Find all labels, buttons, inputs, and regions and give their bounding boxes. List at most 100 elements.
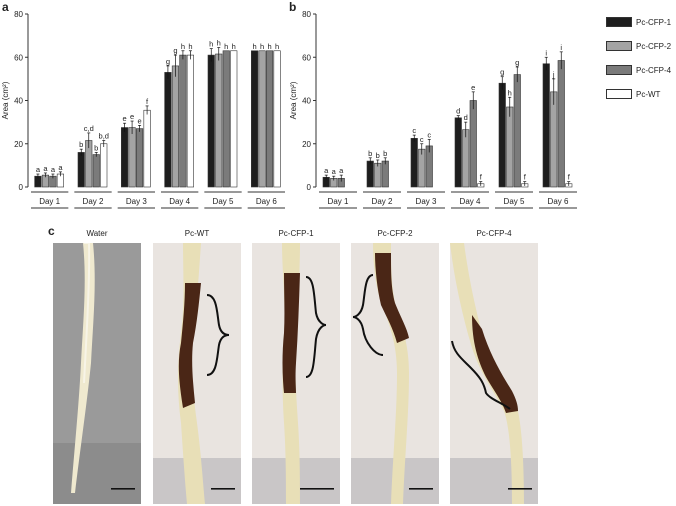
bar <box>557 60 565 188</box>
bar <box>92 154 100 188</box>
photo-water-root <box>53 243 141 504</box>
significance-letter: h <box>209 40 213 49</box>
significance-letter: a <box>324 166 329 175</box>
significance-letter: h <box>224 42 228 51</box>
x-category-label: Day 6 <box>548 197 569 206</box>
significance-letter: c,d <box>84 124 94 133</box>
significance-letter: f <box>480 173 483 182</box>
panel-letter-c: c <box>48 224 55 238</box>
bar <box>513 74 521 188</box>
legend-item: Pc-CFP-1 <box>606 15 671 29</box>
legend-label: Pc-CFP-2 <box>636 41 672 51</box>
significance-letter: c <box>420 135 424 144</box>
significance-letter: d <box>456 107 460 116</box>
bar <box>171 65 179 188</box>
legend-swatch-cfp4 <box>606 65 632 75</box>
bar <box>381 160 389 188</box>
significance-letter: h <box>275 42 279 51</box>
photo-label-pc-wt: Pc-WT <box>184 229 210 238</box>
significance-letter: a <box>339 166 344 175</box>
photo-label-water: Water <box>86 229 108 238</box>
bar <box>136 128 144 188</box>
x-category-label: Day 2 <box>372 197 393 206</box>
legend-label: Pc-WT <box>636 89 661 99</box>
bar <box>230 50 238 188</box>
significance-letter: g <box>166 57 170 66</box>
significance-letter: a <box>43 164 48 173</box>
significance-letter: g <box>515 58 519 67</box>
y-tick-label: 60 <box>302 53 311 62</box>
y-tick-label: 80 <box>14 10 23 19</box>
bar <box>258 50 266 188</box>
bar <box>121 127 129 188</box>
y-tick-label: 40 <box>302 97 311 106</box>
legend-label: Pc-CFP-4 <box>636 65 672 75</box>
photo-pc-cfp-2-root <box>351 243 439 504</box>
legend-swatch-cfp1 <box>606 17 632 27</box>
significance-letter: i <box>545 48 547 57</box>
photo-pc-cfp-1-root <box>252 243 340 504</box>
y-tick-label: 60 <box>14 53 23 62</box>
significance-letter: i <box>560 43 562 52</box>
significance-letter: a <box>332 167 337 176</box>
bar <box>506 106 514 188</box>
significance-letter: b <box>368 149 372 158</box>
significance-letter: d <box>464 113 468 122</box>
x-category-label: Day 5 <box>504 197 525 206</box>
bar <box>186 54 194 188</box>
significance-letter: h <box>217 39 221 48</box>
photo-pc-cfp-4-root <box>450 243 538 504</box>
y-tick-label: 80 <box>302 10 311 19</box>
significance-letter: b <box>376 151 380 160</box>
bar <box>542 63 550 188</box>
significance-letter: a <box>58 163 63 172</box>
significance-letter: h <box>267 42 271 51</box>
significance-letter: h <box>508 88 512 97</box>
significance-letter: b,d <box>99 132 109 141</box>
bar <box>374 162 382 188</box>
y-tick-label: 20 <box>14 140 23 149</box>
significance-letter: f <box>524 173 527 182</box>
bar <box>550 91 558 188</box>
bar <box>128 127 136 188</box>
bar <box>366 160 374 188</box>
legend-label: Pc-CFP-1 <box>636 17 672 27</box>
significance-letter: f <box>146 97 149 106</box>
x-category-label: Day 1 <box>39 197 60 206</box>
significance-letter: h <box>232 42 236 51</box>
legend-swatch-cfp2 <box>606 41 632 51</box>
significance-letter: c <box>412 126 416 135</box>
x-category-label: Day 3 <box>416 197 437 206</box>
photo-label-pc-cfp-1: Pc-CFP-1 <box>278 229 314 238</box>
significance-letter: e <box>122 114 126 123</box>
significance-letter: h <box>181 42 185 51</box>
significance-letter: h <box>188 42 192 51</box>
bar <box>207 54 215 188</box>
bar <box>498 82 506 188</box>
x-category-label: Day 5 <box>213 197 234 206</box>
legend-item: Pc-CFP-2 <box>606 39 671 53</box>
significance-letter: a <box>51 165 56 174</box>
bar <box>143 109 151 188</box>
bar <box>77 152 85 188</box>
legend-item: Pc-WT <box>606 87 671 101</box>
significance-letter: b <box>383 149 387 158</box>
y-tick-label: 40 <box>14 97 23 106</box>
significance-letter: e <box>130 112 134 121</box>
x-category-label: Day 4 <box>169 197 190 206</box>
significance-letter: f <box>568 173 571 182</box>
bar <box>462 129 470 188</box>
y-axis-label: Area (cm²) <box>289 81 298 119</box>
bar <box>179 54 187 188</box>
significance-letter: h <box>252 42 256 51</box>
bar <box>215 53 223 188</box>
x-category-label: Day 2 <box>83 197 104 206</box>
photo-label-pc-cfp-4: Pc-CFP-4 <box>476 229 512 238</box>
y-tick-label: 0 <box>19 183 24 192</box>
legend-swatch-wt <box>606 89 632 99</box>
panel-letter-b: b <box>289 0 297 14</box>
bar <box>222 50 230 188</box>
x-category-label: Day 1 <box>328 197 349 206</box>
legend-item: Pc-CFP-4 <box>606 63 671 77</box>
